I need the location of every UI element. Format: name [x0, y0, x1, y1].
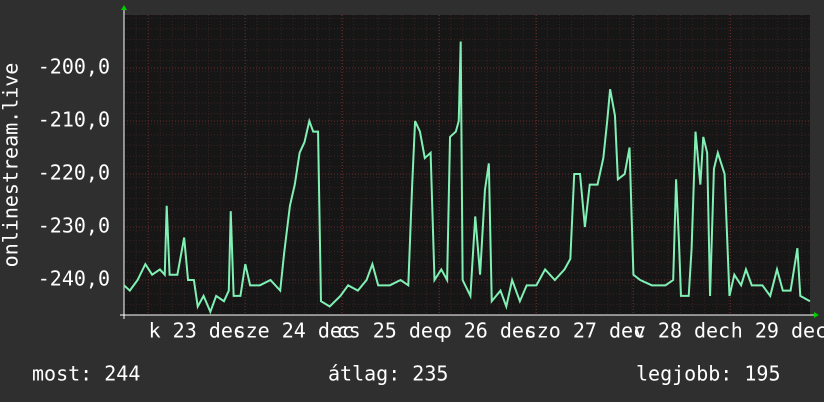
x-tick-label: h 29 dec [731, 319, 824, 343]
y-tick-label: -210,0 [38, 108, 110, 132]
x-tick-label: k 23 dec [149, 319, 245, 343]
y-axis-label: onlinestream.live [0, 63, 23, 268]
plot-area [124, 15, 810, 315]
y-tick-label: -220,0 [38, 161, 110, 185]
y-tick-label: -240,0 [38, 267, 110, 291]
summary-best: legjobb: 195 [636, 362, 781, 386]
y-tick-label: -200,0 [38, 55, 110, 79]
axis-arrow [121, 5, 127, 10]
axis-arrow [814, 312, 819, 318]
x-tick-label: cs 25 dec [337, 319, 445, 343]
summary-average: átlag: 235 [328, 362, 448, 386]
y-tick-label: -230,0 [38, 214, 110, 238]
x-tick-label: sze 24 dec [234, 319, 354, 343]
summary-current: most: 244 [32, 362, 140, 386]
data-line [123, 41, 811, 315]
x-tick-label: v 28 dec [634, 319, 730, 343]
x-tick-label: szo 27 dec [525, 319, 645, 343]
x-tick-label: p 26 dec [440, 319, 536, 343]
